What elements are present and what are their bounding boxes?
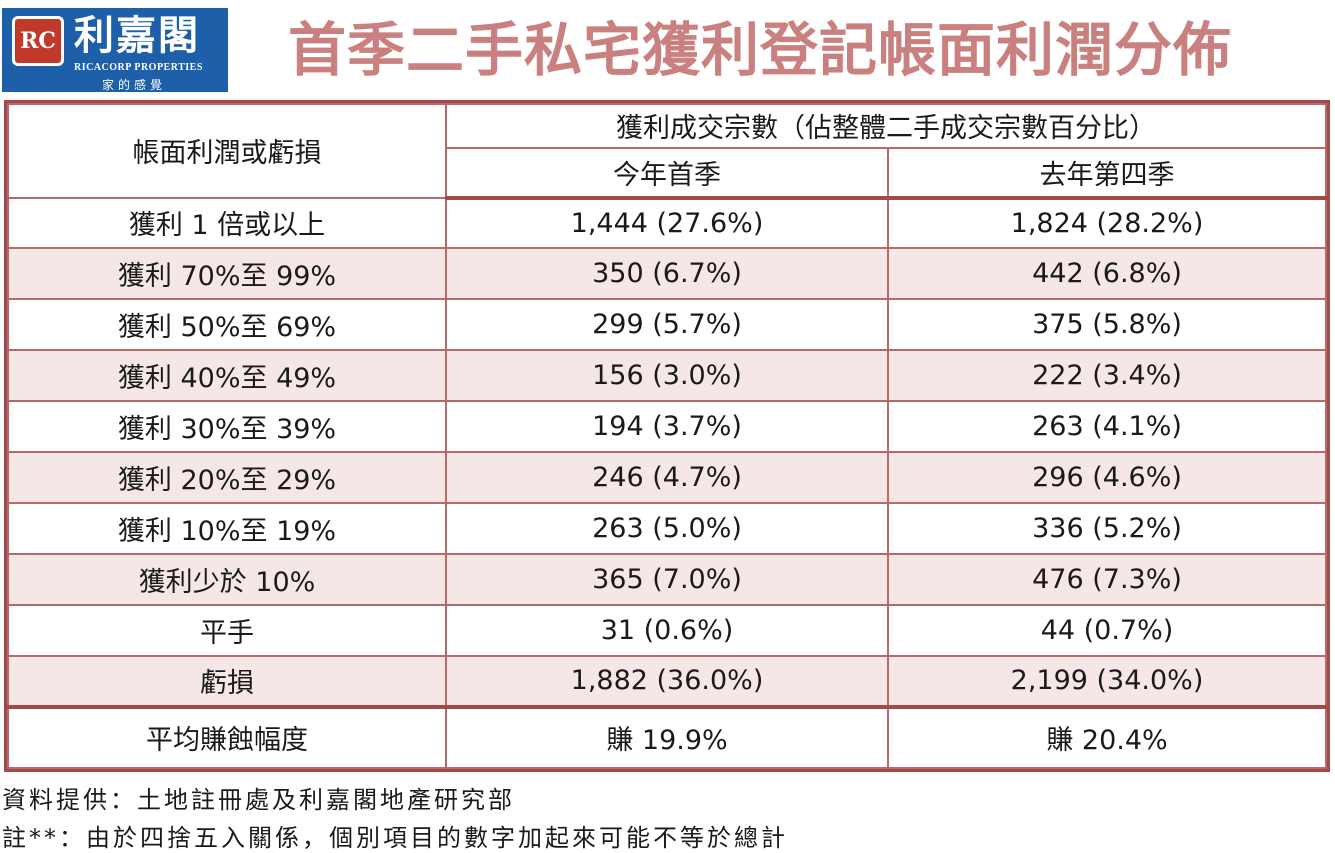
header-deal-count-group: 獲利成交宗數（佔整體二手成交宗數百分比）: [445, 103, 1327, 149]
logo-slogan: 家的感覺: [102, 78, 167, 92]
summary-row: 平均賺蝕幅度賺 19.9% 賺 20.4%: [7, 704, 1327, 770]
summary-cell-previous: 賺 20.4%: [887, 704, 1327, 770]
cell-previous: 263 (4.1%): [887, 400, 1327, 454]
cell-previous: 44 (0.7%): [887, 603, 1327, 657]
table-row: 獲利 1 倍或以上 1,444 (27.6%) 1,824 (28.2%): [7, 196, 1327, 250]
cell-label: 平手: [7, 603, 447, 657]
cell-previous: 1,824 (28.2%): [887, 196, 1327, 250]
cell-current: 365 (7.0%): [445, 552, 889, 606]
logo-mark-icon: RC: [12, 16, 64, 66]
header-current-quarter: 今年首季: [445, 146, 889, 200]
cell-previous: 222 (3.4%): [887, 349, 1327, 403]
table-row: 獲利 50%至 69% 299 (5.7%) 375 (5.8%): [7, 298, 1327, 352]
summary-cell-current: 賺 19.9%: [445, 704, 889, 770]
cell-label: 獲利少於 10%: [7, 552, 447, 606]
cell-current: 194 (3.7%): [445, 400, 889, 454]
cell-current: 31 (0.6%): [445, 603, 889, 657]
table-row: 獲利 10%至 19% 263 (5.0%) 336 (5.2%): [7, 501, 1327, 555]
table-row: 獲利 40%至 49% 156 (3.0%) 222 (3.4%): [7, 349, 1327, 403]
cell-current: 1,444 (27.6%): [445, 196, 889, 250]
header-previous-quarter: 去年第四季: [887, 146, 1327, 200]
summary-cell-label: 平均賺蝕幅度: [7, 704, 447, 770]
cell-current: 156 (3.0%): [445, 349, 889, 403]
profit-distribution-table: 帳面利潤或虧損 獲利成交宗數（佔整體二手成交宗數百分比） 今年首季 去年第四季 …: [7, 103, 1327, 770]
table-row: 獲利 30%至 39% 194 (3.7%) 263 (4.1%): [7, 400, 1327, 454]
cell-current: 1,882 (36.0%): [445, 654, 889, 708]
footer-source: 資料提供：土地註冊處及利嘉閣地產研究部: [2, 786, 515, 814]
cell-previous: 375 (5.8%): [887, 298, 1327, 352]
table-subheader-row: 今年首季 去年第四季: [8, 146, 1327, 200]
cell-current: 246 (4.7%): [445, 451, 889, 504]
cell-label: 獲利 10%至 19%: [7, 501, 447, 555]
profit-table-frame: 帳面利潤或虧損 獲利成交宗數（佔整體二手成交宗數百分比） 今年首季 去年第四季 …: [4, 100, 1330, 772]
cell-label: 獲利 20%至 29%: [7, 451, 447, 504]
company-logo: RC 利嘉閣 RICACORP PROPERTIES 家的感覺: [2, 8, 228, 92]
table-row: 平手 31 (0.6%) 44 (0.7%): [7, 603, 1327, 657]
page-title: 首季二手私宅獲利登記帳面利潤分佈: [288, 16, 1233, 84]
logo-name-en: RICACORP PROPERTIES: [74, 62, 203, 73]
header-profit-loss: 帳面利潤或虧損: [7, 103, 447, 199]
cell-label: 獲利 40%至 49%: [7, 349, 447, 403]
cell-label: 虧損: [7, 654, 447, 708]
table-row: 虧損 1,882 (36.0%) 2,199 (34.0%): [7, 654, 1327, 708]
cell-previous: 296 (4.6%): [887, 451, 1327, 504]
cell-label: 獲利 70%至 99%: [7, 247, 447, 301]
cell-label: 獲利 50%至 69%: [7, 298, 447, 352]
table-header-row: 帳面利潤或虧損 獲利成交宗數（佔整體二手成交宗數百分比）: [7, 103, 1327, 199]
cell-previous: 442 (6.8%): [887, 247, 1327, 301]
table-row: 獲利 20%至 29% 246 (4.7%) 296 (4.6%): [7, 451, 1327, 504]
cell-current: 299 (5.7%): [445, 298, 889, 352]
table-row: 獲利 70%至 99% 350 (6.7%) 442 (6.8%): [7, 247, 1327, 301]
cell-previous: 476 (7.3%): [887, 552, 1327, 606]
logo-name-cn: 利嘉閣: [74, 12, 200, 59]
cell-previous: 336 (5.2%): [887, 501, 1327, 555]
cell-current: 350 (6.7%): [445, 247, 889, 301]
cell-current: 263 (5.0%): [445, 501, 889, 555]
cell-label: 獲利 1 倍或以上: [7, 196, 447, 250]
cell-label: 獲利 30%至 39%: [7, 400, 447, 454]
table-row: 獲利少於 10% 365 (7.0%) 476 (7.3%): [7, 552, 1327, 606]
footer-note: 註**：由於四捨五入關係，個別項目的數字加起來可能不等於總計: [2, 824, 788, 852]
cell-previous: 2,199 (34.0%): [887, 654, 1327, 708]
